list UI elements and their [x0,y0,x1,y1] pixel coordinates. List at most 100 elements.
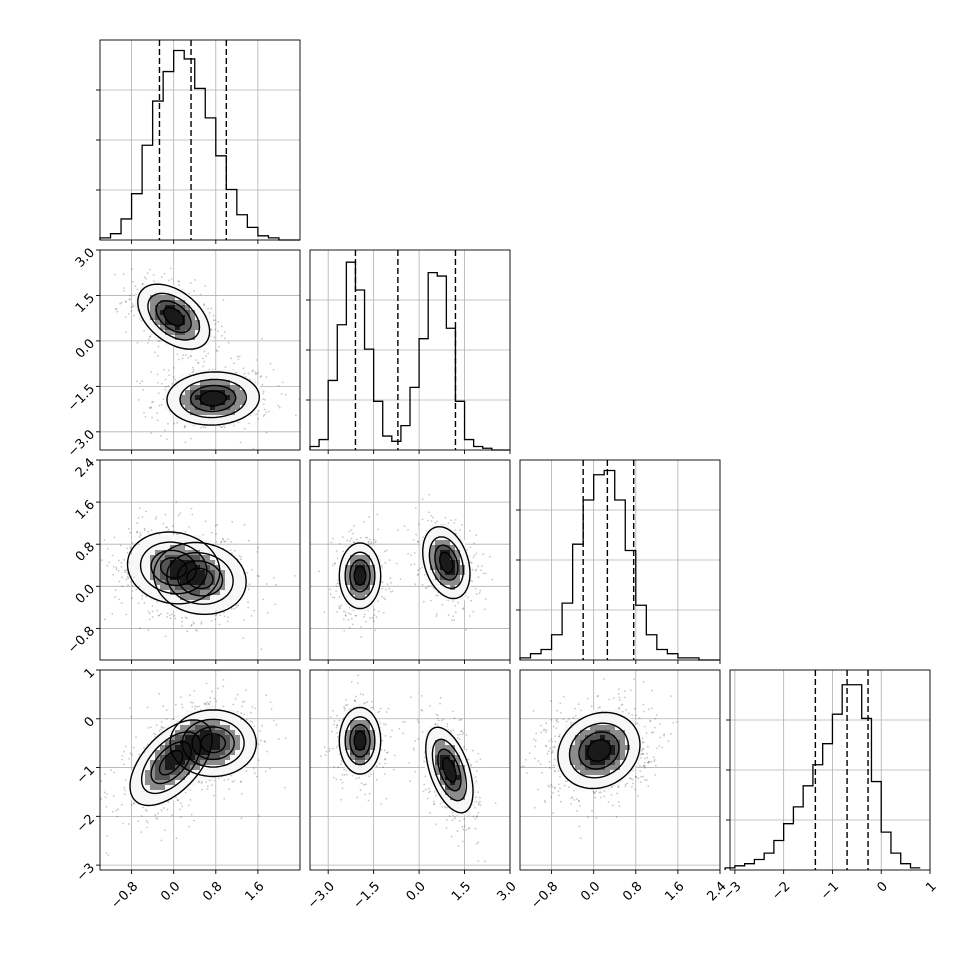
sample-point [331,596,334,598]
density-cell [165,320,171,326]
sample-point [103,539,106,541]
sample-point [175,501,178,504]
sample-point [254,707,256,710]
density-cell [165,555,171,561]
sample-point [221,426,224,429]
density-cell [135,570,141,576]
density-cell [355,545,361,551]
sample-point [145,820,148,822]
contour-line [338,542,382,610]
sample-point [164,635,167,638]
sample-point [169,617,172,620]
density-cell [435,575,441,581]
density-cell [340,580,346,586]
density-cell [135,545,141,551]
density-cell [225,600,231,606]
density-cell [225,390,231,396]
sample-point [277,404,280,407]
density-cell [215,755,221,761]
density-cell [160,330,166,336]
density-cell [350,575,356,581]
density-cell [180,725,186,731]
density-cell [455,540,461,546]
density-cell [180,595,186,601]
density-cell [245,745,251,751]
sample-point [171,814,174,817]
sample-point [123,793,126,796]
density-cell [375,585,381,591]
sample-point [413,563,416,566]
sample-point [250,711,252,714]
density-cell [170,765,176,771]
density-cell [145,550,151,556]
density-cell [185,345,191,351]
sample-point [218,623,221,626]
sample-point [414,583,417,586]
sample-point [373,620,375,623]
sample-point [472,749,474,752]
sample-point [347,619,350,621]
sample-point [133,576,136,579]
density-cell [235,405,241,411]
density-cell [230,555,236,561]
sample-point [117,569,120,572]
sample-point [272,368,275,371]
sample-point [477,576,480,578]
density-cell [215,735,221,741]
sample-point [275,723,278,726]
contour-line [181,718,245,768]
sample-point [256,371,259,374]
sample-point [260,648,263,651]
density-cell [255,385,261,391]
sample-point [177,514,180,517]
density-cell [205,730,211,736]
density-cell [235,745,241,751]
density-cell [145,320,151,326]
contour-line [434,544,459,581]
sample-point [193,690,196,692]
sample-point [157,381,159,384]
density-cell [240,740,246,746]
sample-point [191,371,194,374]
sample-point [156,609,159,612]
sample-point [224,366,227,369]
density-cell [180,560,186,566]
sample-point [391,590,394,592]
sample-point [144,416,147,418]
density-cell [170,390,176,396]
density-cell [210,545,216,551]
sample-point [181,706,184,709]
sample-point [346,539,349,542]
density-cell [220,415,226,421]
sample-point [373,608,376,611]
sample-point [131,305,134,308]
sample-point [214,328,217,331]
density-cell [350,600,356,606]
sample-point [380,595,383,598]
sample-point [473,554,476,557]
sample-point [417,540,420,543]
sample-point [335,550,338,552]
sample-point [264,741,266,743]
density-cell [150,785,156,791]
density-cell [200,775,206,781]
density-cell [165,290,171,296]
sample-point [131,597,134,599]
sample-point [485,572,487,575]
sample-point [236,355,239,358]
sample-point [465,628,467,631]
density-cell [230,760,236,766]
sample-point [340,604,343,607]
sample-point [182,354,185,357]
density-cell [435,550,441,556]
density-cell [250,390,256,396]
density-cell [240,580,246,586]
sample-point [222,299,225,301]
density-cell [170,745,176,751]
density-cell [340,560,346,566]
sample-point [259,376,262,378]
density-cell [160,305,166,311]
sample-point [135,531,138,534]
density-cell [250,395,256,401]
density-cell [230,730,236,736]
